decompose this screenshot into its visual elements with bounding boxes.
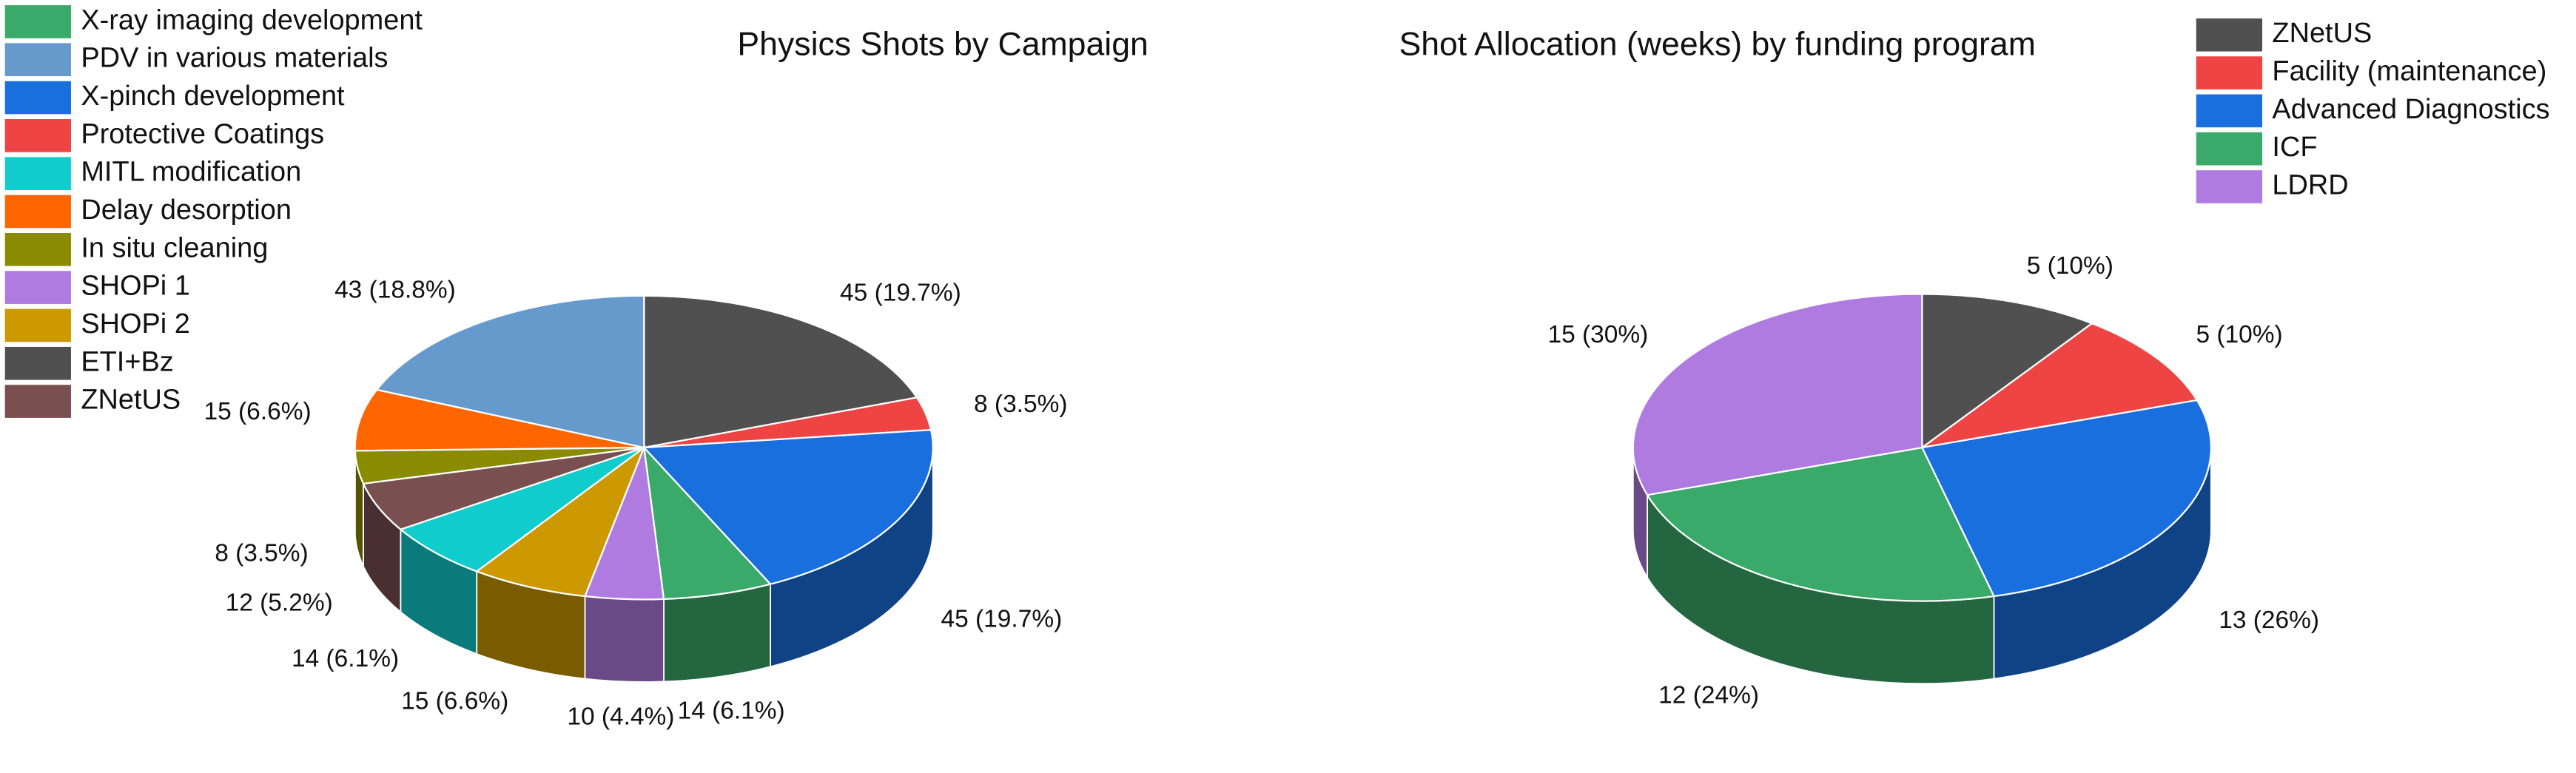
data-label: 5 (10%) — [2027, 252, 2113, 280]
pie-slice — [1921, 322, 2199, 449]
legend-label: PDV in various materials — [81, 43, 388, 74]
legend-swatch — [4, 385, 71, 418]
legend-swatch — [4, 119, 71, 152]
pie-slice — [642, 429, 934, 585]
legend-label: ZNetUS — [81, 385, 181, 416]
pie-slice — [1632, 293, 1923, 496]
legend-label: LDRD — [2272, 170, 2348, 201]
legend-swatch — [4, 308, 71, 342]
legend-label: SHOPi 1 — [81, 271, 190, 302]
legend-label: MITL modification — [81, 157, 301, 188]
data-label: 8 (3.5%) — [974, 391, 1068, 418]
pie-slice — [354, 388, 645, 452]
data-label: 43 (18.8%) — [334, 277, 456, 304]
legend-label: X-pinch development — [81, 81, 345, 112]
pie-slice — [1921, 293, 2094, 450]
legend-swatch — [4, 232, 71, 266]
legend-swatch — [4, 346, 71, 380]
legend-swatch — [4, 195, 71, 229]
legend-swatch — [4, 81, 71, 115]
pie-slice-side — [584, 595, 665, 683]
data-label: 15 (6.6%) — [401, 688, 508, 715]
data-label: 12 (5.2%) — [226, 590, 333, 617]
data-label: 13 (26%) — [2219, 607, 2319, 634]
legend-swatch — [4, 271, 71, 304]
data-label: 14 (6.1%) — [678, 697, 785, 724]
pie-slice — [1920, 399, 2212, 598]
legend-swatch — [2196, 56, 2263, 90]
data-label: 8 (3.5%) — [215, 540, 309, 567]
data-label: 45 (19.7%) — [840, 279, 961, 306]
legend-swatch — [4, 157, 71, 190]
data-label: 15 (30%) — [1547, 321, 1648, 348]
chart-title: Shot Allocation (weeks) by funding progr… — [1399, 27, 2035, 63]
pie-slice — [399, 447, 645, 573]
pie-slice — [474, 445, 646, 598]
legend-label: X-ray imaging development — [81, 4, 423, 36]
data-label: 45 (19.7%) — [941, 606, 1063, 633]
pie-slice — [642, 445, 773, 601]
legend-label: ICF — [2272, 132, 2317, 163]
legend-swatch — [2196, 132, 2263, 166]
legend-label: Protective Coatings — [81, 118, 324, 149]
legend-label: SHOPi 2 — [81, 308, 190, 340]
pie-slice — [1646, 446, 1996, 602]
legend-label: Delay desorption — [81, 195, 292, 226]
data-label: 5 (10%) — [2196, 321, 2282, 348]
legend-label: ETI+Bz — [81, 346, 173, 377]
legend-swatch — [2196, 94, 2263, 128]
data-label: 15 (6.6%) — [204, 398, 312, 425]
legend-swatch — [2196, 170, 2263, 203]
data-label: 10 (4.4%) — [567, 703, 674, 730]
legend-swatch — [2196, 18, 2263, 52]
legend-label: In situ cleaning — [81, 232, 268, 263]
legend-label: Facility (maintenance) — [2272, 56, 2546, 87]
data-label: 14 (6.1%) — [292, 645, 399, 672]
pie-slice — [375, 294, 645, 449]
legend-swatch — [4, 5, 71, 38]
legend-swatch — [4, 43, 71, 76]
legend-label: Advanced Diagnostics — [2272, 94, 2549, 125]
chart-title: Physics Shots by Campaign — [737, 27, 1148, 63]
data-label: 12 (24%) — [1658, 681, 1759, 709]
legend-label: ZNetUS — [2272, 18, 2372, 49]
